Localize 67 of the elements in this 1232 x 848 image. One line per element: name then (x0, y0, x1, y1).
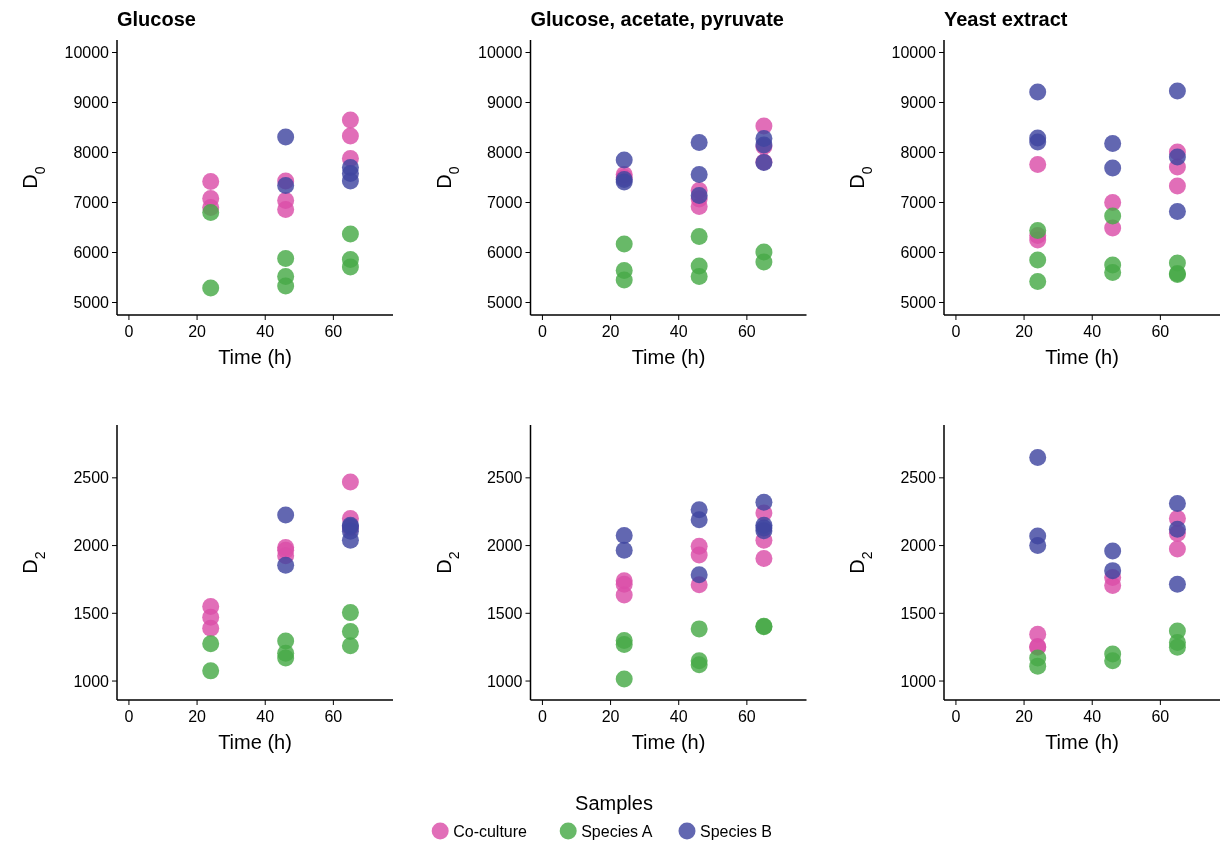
x-tick-label: 60 (1151, 708, 1170, 725)
y-tick-label: 9000 (73, 94, 110, 112)
y-tick-label: 9000 (900, 94, 937, 112)
x-tick-label: 40 (1083, 323, 1102, 340)
x-tick-label: 60 (737, 708, 756, 725)
y-tick-label: 2000 (73, 537, 110, 555)
y-tick-label: 8000 (73, 144, 110, 162)
y-tick-label: 7000 (486, 194, 523, 212)
legend-title: Samples (575, 792, 653, 814)
chart-title: Glucose (117, 8, 196, 30)
y-tick-label: 1000 (900, 672, 937, 690)
y-tick-label: 5000 (900, 294, 937, 312)
y-tick-label: 2500 (73, 469, 110, 487)
legend-label: Species B (700, 822, 773, 840)
y-tick-label: 1500 (73, 604, 110, 622)
x-tick-label: 0 (124, 323, 134, 340)
y-tick-label: 2500 (486, 469, 523, 487)
x-tick-label: 60 (324, 323, 343, 340)
x-axis-title: Time (h) (1045, 346, 1119, 368)
chart-title: Yeast extract (944, 8, 1068, 30)
y-tick-label: 8000 (486, 144, 523, 162)
legend-label: Species A (581, 822, 653, 840)
y-tick-label: 7000 (900, 194, 937, 212)
x-tick-label: 40 (669, 708, 688, 725)
x-tick-label: 20 (601, 708, 620, 725)
x-tick-label: 20 (1015, 708, 1034, 725)
y-tick-label: 5000 (73, 294, 110, 312)
y-tick-label: 6000 (900, 244, 937, 262)
y-tick-label: 2500 (900, 469, 937, 487)
x-tick-label: 20 (188, 708, 207, 725)
y-tick-label: 6000 (73, 244, 110, 262)
x-axis-title: Time (h) (218, 731, 292, 753)
y-tick-label: 10000 (891, 44, 937, 62)
chart-title: Glucose, acetate, pyruvate (530, 8, 784, 30)
y-tick-label: 6000 (486, 244, 523, 262)
x-tick-label: 0 (537, 708, 547, 725)
y-tick-label: 1500 (486, 604, 523, 622)
legend-label: Co-culture (453, 822, 528, 840)
y-tick-label: 7000 (73, 194, 110, 212)
y-tick-label: 10000 (478, 44, 523, 62)
y-tick-label: 8000 (900, 144, 937, 162)
x-tick-label: 40 (256, 323, 275, 340)
y-tick-label: 10000 (64, 44, 110, 62)
x-tick-label: 60 (324, 708, 343, 725)
x-axis-title: Time (h) (218, 346, 292, 368)
x-tick-label: 60 (1151, 323, 1170, 340)
x-tick-label: 20 (1015, 323, 1034, 340)
y-tick-label: 5000 (486, 294, 523, 312)
x-tick-label: 40 (1083, 708, 1102, 725)
x-tick-label: 60 (737, 323, 756, 340)
x-tick-label: 0 (124, 708, 134, 725)
y-tick-label: 1500 (900, 604, 937, 622)
y-tick-label: 2000 (486, 537, 523, 555)
y-tick-label: 9000 (486, 94, 523, 112)
x-tick-label: 40 (669, 323, 688, 340)
x-tick-label: 0 (951, 323, 961, 340)
x-axis-title: Time (h) (631, 346, 706, 368)
x-tick-label: 20 (601, 323, 620, 340)
x-tick-label: 0 (951, 708, 961, 725)
y-tick-label: 2000 (900, 537, 937, 555)
x-axis-title: Time (h) (631, 731, 706, 753)
x-tick-label: 0 (537, 323, 547, 340)
x-tick-label: 20 (188, 323, 207, 340)
y-tick-label: 1000 (73, 672, 110, 690)
x-tick-label: 40 (256, 708, 275, 725)
x-axis-title: Time (h) (1045, 731, 1119, 753)
y-tick-label: 1000 (486, 672, 523, 690)
